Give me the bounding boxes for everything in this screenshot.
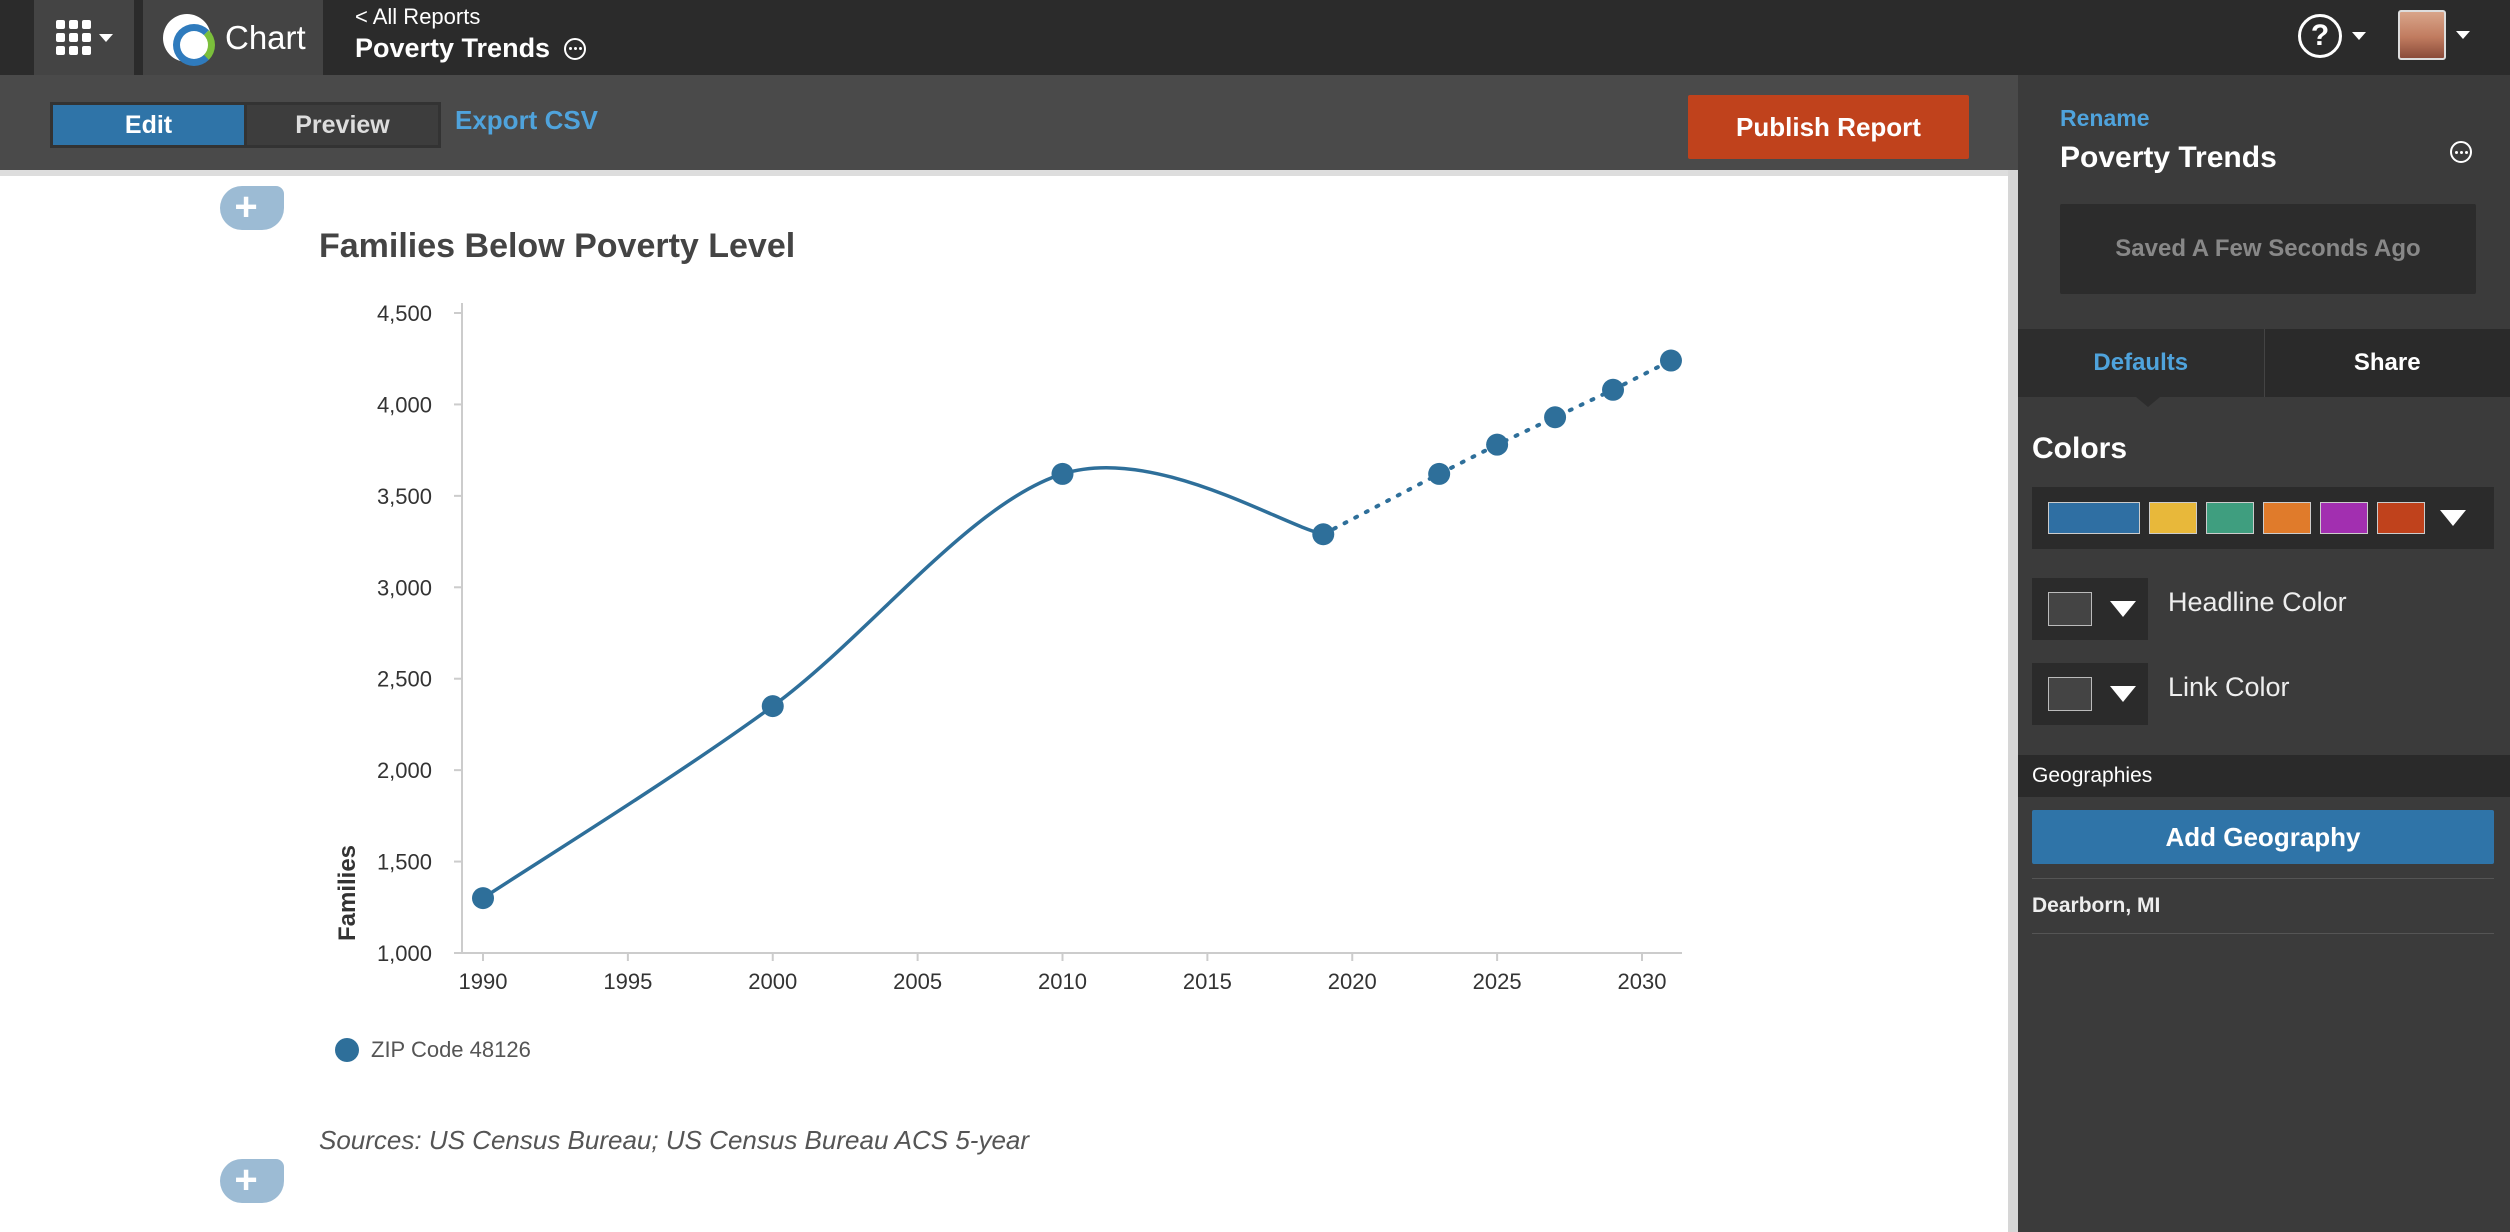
series-line-actual <box>482 465 1324 900</box>
panel-more-options-icon[interactable] <box>2450 141 2472 163</box>
chevron-down-icon <box>2440 510 2466 526</box>
chevron-down-icon <box>98 33 113 42</box>
report-title-text: Poverty Trends <box>355 33 551 63</box>
add-geography-button[interactable]: Add Geography <box>2032 810 2494 864</box>
chart-title: Families Below Poverty Level <box>319 227 796 265</box>
canvas-scrollbar[interactable] <box>2008 170 2018 1232</box>
headline-color-swatch <box>2048 592 2092 626</box>
data-point <box>761 695 784 718</box>
add-block-button-bottom[interactable]: + <box>220 1159 284 1203</box>
link-color-swatch <box>2048 677 2092 711</box>
x-tick-label: 2010 <box>1038 969 1087 994</box>
chevron-down-icon <box>2110 686 2136 702</box>
legend-marker <box>335 1038 359 1062</box>
x-tick-label: 2000 <box>748 969 797 994</box>
data-point-projected <box>1486 433 1509 456</box>
editor-toolbar: Edit Preview Export CSV Publish Report <box>0 75 2018 170</box>
chevron-down-icon <box>2110 601 2136 617</box>
top-bar: Chart < All Reports Poverty Trends ? <box>0 0 2510 75</box>
legend-label: ZIP Code 48126 <box>371 1037 531 1062</box>
active-tab-pointer <box>2136 397 2160 407</box>
user-menu-button[interactable] <box>2398 10 2470 60</box>
x-tick-label: 2020 <box>1328 969 1377 994</box>
tab-defaults[interactable]: Defaults <box>2018 329 2265 397</box>
headline-color-picker[interactable] <box>2032 578 2148 640</box>
plus-icon: + <box>234 1158 258 1202</box>
palette-swatch <box>2206 502 2254 534</box>
y-tick-label: 3,500 <box>377 484 432 509</box>
mode-toggle: Edit Preview <box>50 102 441 148</box>
x-tick-label: 1990 <box>459 969 508 994</box>
help-icon: ? <box>2298 14 2342 58</box>
data-point <box>472 887 494 910</box>
chart-sources: Sources: US Census Bureau; US Census Bur… <box>319 1125 1030 1155</box>
palette-swatch <box>2263 502 2311 534</box>
product-logo-icon <box>163 13 215 66</box>
y-tick-label: 1,000 <box>377 941 432 966</box>
report-title: Poverty Trends <box>355 33 587 64</box>
panel-tabs: Defaults Share <box>2018 329 2510 397</box>
y-tick-label: 2,500 <box>377 667 432 692</box>
chevron-down-icon <box>2352 32 2366 40</box>
x-tick-label: 2005 <box>893 969 942 994</box>
more-options-icon[interactable] <box>564 37 587 60</box>
colors-heading: Colors <box>2032 432 2128 465</box>
data-point <box>1051 462 1074 485</box>
product-name: Chart <box>225 18 306 56</box>
y-tick-label: 2,000 <box>377 758 432 783</box>
x-tick-label: 1995 <box>603 969 652 994</box>
data-point <box>1312 523 1335 546</box>
settings-panel: Rename Poverty Trends Saved A Few Second… <box>2018 75 2510 1232</box>
link-color-picker[interactable] <box>2032 663 2148 725</box>
color-palette-picker[interactable] <box>2032 487 2494 549</box>
y-tick-label: 4,000 <box>377 392 432 417</box>
line-chart: 1,000 1,500 2,000 2,500 3,000 3,500 4,000 4,500… <box>334 301 1682 994</box>
rename-link[interactable]: Rename <box>2060 105 2150 131</box>
y-tick-label: 1,500 <box>377 850 432 875</box>
palette-swatch <box>2377 502 2425 534</box>
chevron-down-icon <box>2456 31 2470 39</box>
y-axis-label: Families <box>334 845 361 941</box>
chart-legend: ZIP Code 48126 <box>335 1037 531 1063</box>
tab-share[interactable]: Share <box>2353 349 2421 376</box>
publish-report-button[interactable]: Publish Report <box>1688 95 1969 159</box>
avatar <box>2398 10 2446 60</box>
geography-item[interactable]: Dearborn, MI <box>2032 878 2494 934</box>
export-csv-link[interactable]: Export CSV <box>455 105 599 135</box>
data-point-projected <box>1428 462 1451 485</box>
data-point-projected <box>1659 349 1682 372</box>
data-point-projected <box>1544 406 1567 429</box>
palette-swatch <box>2149 502 2197 534</box>
x-tick-label: 2030 <box>1618 969 1667 994</box>
y-tick-label: 3,000 <box>377 575 432 600</box>
x-tick-label: 2015 <box>1183 969 1232 994</box>
add-block-button-top[interactable]: + <box>220 186 284 230</box>
preview-mode-button[interactable]: Preview <box>295 110 390 139</box>
headline-color-label: Headline Color <box>2168 587 2347 617</box>
app-switcher-button[interactable] <box>34 0 134 75</box>
all-reports-link[interactable]: < All Reports <box>355 4 481 29</box>
geographies-heading: Geographies <box>2018 755 2510 797</box>
panel-report-title: Poverty Trends <box>2060 141 2277 174</box>
palette-swatch <box>2320 502 2368 534</box>
report-canvas <box>0 170 2008 1232</box>
product-home-button[interactable]: Chart <box>143 0 323 75</box>
edit-mode-button[interactable]: Edit <box>53 105 247 145</box>
palette-swatch <box>2048 502 2140 534</box>
y-tick-label: 4,500 <box>377 301 432 326</box>
help-menu-button[interactable]: ? <box>2298 14 2366 58</box>
data-point-projected <box>1602 378 1625 401</box>
saved-status: Saved A Few Seconds Ago <box>2060 204 2476 294</box>
x-tick-label: 2025 <box>1473 969 1522 994</box>
plus-icon: + <box>234 185 258 229</box>
link-color-label: Link Color <box>2168 672 2290 702</box>
grid-icon <box>55 20 91 55</box>
